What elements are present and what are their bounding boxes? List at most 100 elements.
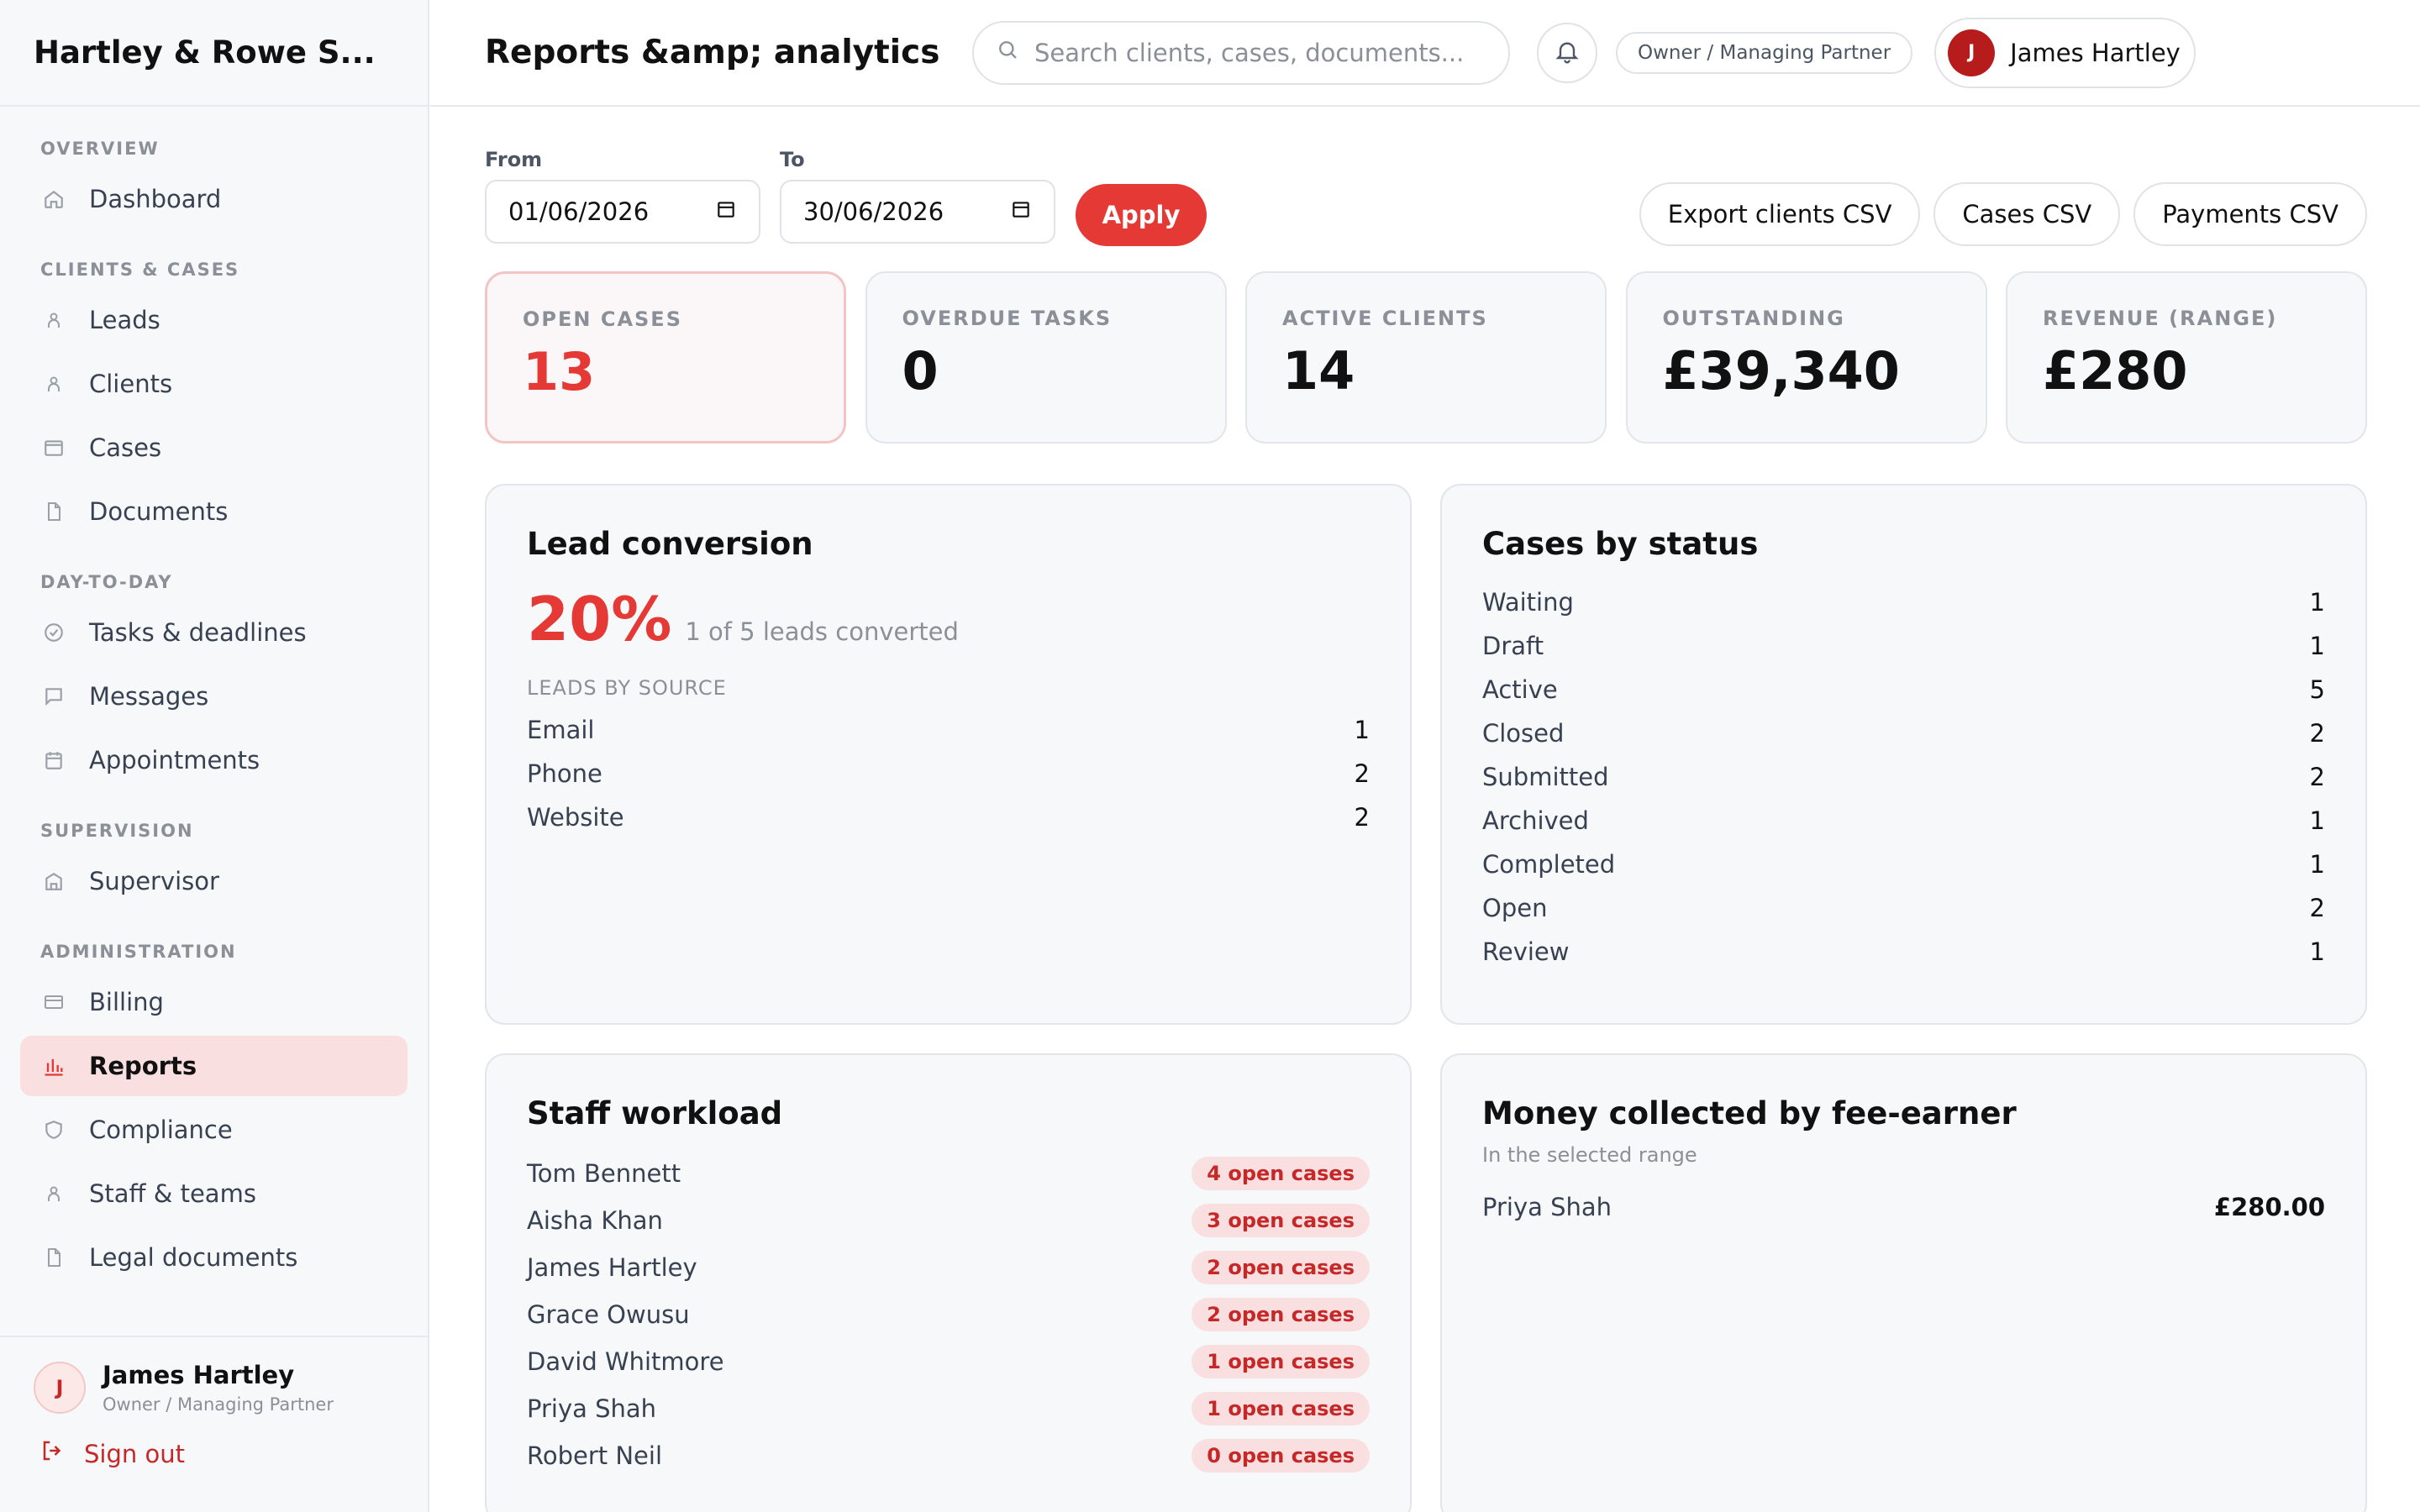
conversion-summary: 20% 1 of 5 leads converted — [527, 584, 1370, 654]
status-name: Submitted — [1482, 763, 1609, 791]
panels-row-2: Staff workload Tom Bennett 4 open cases A… — [485, 1053, 2367, 1512]
kpi-value: £39,340 — [1662, 340, 1900, 402]
list-item: Phone 2 — [527, 752, 1370, 795]
status-count: 1 — [2309, 588, 2325, 617]
kpi-outstanding[interactable]: OUTSTANDING £39,340 — [1625, 271, 1987, 444]
brand-name: Hartley & Rowe S... — [0, 0, 428, 107]
sidebar-user-role: Owner / Managing Partner — [103, 1394, 334, 1415]
sidebar-item-billing[interactable]: Billing — [20, 972, 408, 1032]
date-filters: From 01/06/2026 To 30/06/2026 Apply Expo… — [485, 108, 2367, 271]
search-icon — [996, 38, 1019, 67]
sidebar-item-compliance[interactable]: Compliance — [20, 1100, 408, 1160]
status-count: 1 — [2309, 806, 2325, 835]
search-box[interactable] — [972, 20, 1510, 85]
avatar: J — [1948, 29, 1996, 76]
to-label: To — [780, 148, 805, 171]
calendar-icon — [1010, 197, 1032, 226]
kpi-value: 13 — [523, 341, 596, 402]
list-item: Priya Shah 1 open cases — [527, 1385, 1370, 1432]
list-item: James Hartley 2 open cases — [527, 1244, 1370, 1291]
panel-title: Staff workload — [527, 1095, 783, 1131]
from-field: From 01/06/2026 — [485, 148, 760, 244]
status-name: Open — [1482, 894, 1548, 922]
list-item: Website 2 — [527, 795, 1370, 839]
sidebar-item-cases[interactable]: Cases — [20, 417, 408, 478]
sidebar-item-tasks[interactable]: Tasks & deadlines — [20, 602, 408, 663]
sidebar-item-clients[interactable]: Clients — [20, 354, 408, 414]
panel-title: Lead conversion — [527, 526, 813, 562]
from-date-input[interactable]: 01/06/2026 — [485, 180, 760, 244]
cases-by-status-panel: Cases by status Waiting 1 Draft 1 Active 5 … — [1440, 484, 2367, 1025]
workload-badge: 2 open cases — [1192, 1251, 1370, 1284]
staff-name: Robert Neil — [527, 1441, 663, 1470]
sidebar-item-documents[interactable]: Documents — [20, 481, 408, 542]
staff-name: Grace Owusu — [527, 1300, 690, 1329]
status-count: 1 — [2309, 632, 2325, 660]
person-icon — [40, 1180, 67, 1207]
payments-csv-button[interactable]: Payments CSV — [2133, 182, 2367, 246]
to-date-input[interactable]: 30/06/2026 — [780, 180, 1055, 244]
notifications-button[interactable] — [1537, 22, 1597, 83]
role-badge: Owner / Managing Partner — [1616, 31, 1913, 74]
list-item: Priya Shah £280.00 — [1482, 1185, 2325, 1229]
nav-section-day-to-day: DAY-TO-DAY — [40, 572, 173, 592]
kpi-value: 14 — [1282, 340, 1355, 402]
sidebar-item-messages[interactable]: Messages — [20, 666, 408, 727]
list-item: Review 1 — [1482, 930, 2325, 974]
user-menu-button[interactable]: J James Hartley — [1934, 17, 2196, 88]
source-count: 2 — [1354, 759, 1370, 788]
bar-chart-icon — [40, 1053, 67, 1079]
folder-icon — [40, 434, 67, 461]
sidebar-item-label: Cases — [89, 433, 162, 462]
workload-badge: 1 open cases — [1192, 1392, 1370, 1425]
staff-name: Tom Bennett — [527, 1159, 681, 1188]
sign-out-button[interactable]: Sign out — [0, 1415, 428, 1469]
chat-icon — [40, 683, 67, 710]
sidebar-footer: J James Hartley Owner / Managing Partner… — [0, 1336, 428, 1512]
person-icon — [40, 307, 67, 333]
calendar-icon — [40, 747, 67, 774]
person-icon — [40, 370, 67, 397]
kpi-active-clients[interactable]: ACTIVE CLIENTS 14 — [1245, 271, 1607, 444]
nav-section-overview: OVERVIEW — [40, 139, 160, 159]
workload-badge: 0 open cases — [1192, 1439, 1370, 1473]
sidebar-item-dashboard[interactable]: Dashboard — [20, 169, 408, 229]
workload-badge: 2 open cases — [1192, 1298, 1370, 1331]
kpi-label: ACTIVE CLIENTS — [1282, 307, 1488, 330]
panel-title: Cases by status — [1482, 526, 1759, 562]
sidebar-item-appointments[interactable]: Appointments — [20, 730, 408, 790]
nav-section-supervision: SUPERVISION — [40, 821, 194, 841]
lead-conversion-panel: Lead conversion 20% 1 of 5 leads convert… — [485, 484, 1412, 1025]
kpi-open-cases[interactable]: OPEN CASES 13 — [485, 271, 846, 444]
sidebar-item-label: Compliance — [89, 1116, 233, 1144]
apply-button[interactable]: Apply — [1076, 184, 1207, 246]
sidebar-item-label: Dashboard — [89, 185, 222, 213]
sidebar-user: J James Hartley Owner / Managing Partner — [0, 1337, 428, 1415]
kpi-label: REVENUE (RANGE) — [2043, 307, 2278, 330]
money-collected-panel: Money collected by fee-earner In the sel… — [1440, 1053, 2367, 1512]
sidebar-item-reports[interactable]: Reports — [20, 1036, 408, 1096]
sidebar-item-label: Supervisor — [89, 867, 219, 895]
search-input[interactable] — [1034, 38, 1471, 67]
panels-row-1: Lead conversion 20% 1 of 5 leads convert… — [485, 484, 2367, 1025]
to-date-value: 30/06/2026 — [803, 197, 944, 226]
document-icon — [40, 498, 67, 525]
sidebar-item-leads[interactable]: Leads — [20, 290, 408, 350]
source-name: Phone — [527, 759, 602, 788]
kpi-overdue-tasks[interactable]: OVERDUE TASKS 0 — [865, 271, 1227, 444]
sidebar-item-label: Messages — [89, 682, 209, 711]
home-icon — [40, 186, 67, 213]
export-clients-csv-button[interactable]: Export clients CSV — [1639, 182, 1921, 246]
sidebar-item-staff-teams[interactable]: Staff & teams — [20, 1163, 408, 1224]
sidebar-item-supervisor[interactable]: Supervisor — [20, 851, 408, 911]
staff-workload-panel: Staff workload Tom Bennett 4 open cases A… — [485, 1053, 1412, 1512]
kpi-revenue[interactable]: REVENUE (RANGE) £280 — [2006, 271, 2367, 444]
sidebar-item-label: Billing — [89, 988, 164, 1016]
sidebar-item-label: Appointments — [89, 746, 260, 774]
sidebar-item-legal-documents[interactable]: Legal documents — [20, 1227, 408, 1288]
list-item: Aisha Khan 3 open cases — [527, 1197, 1370, 1244]
cases-csv-button[interactable]: Cases CSV — [1933, 182, 2121, 246]
sidebar-item-label: Staff & teams — [89, 1179, 256, 1208]
workload-badge: 4 open cases — [1192, 1157, 1370, 1190]
status-count: 5 — [2309, 675, 2325, 704]
